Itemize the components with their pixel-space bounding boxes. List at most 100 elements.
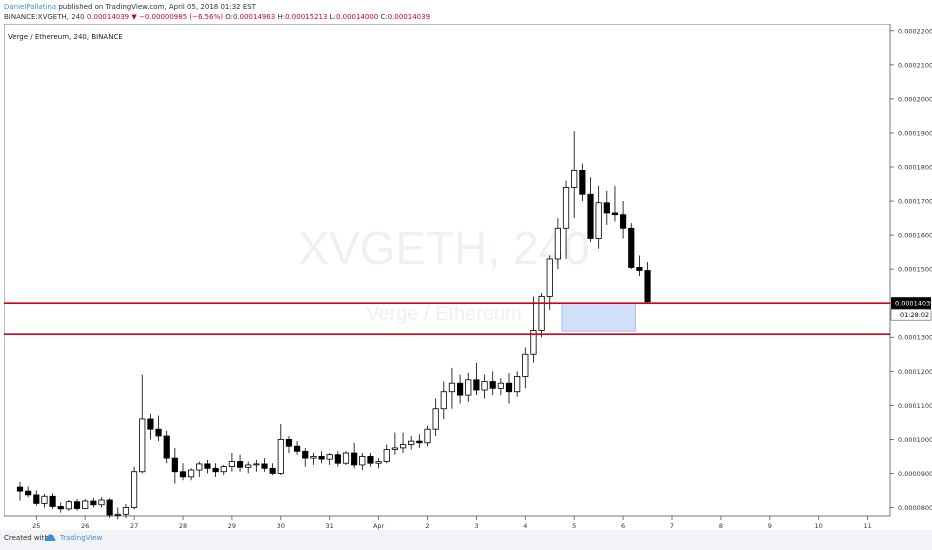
candle — [171, 457, 178, 473]
candle — [236, 461, 244, 468]
candle — [147, 418, 154, 430]
close-label: C: — [380, 13, 388, 21]
x-tick-label: 5 — [572, 522, 576, 530]
x-tick-label: 11 — [863, 522, 871, 530]
candle — [530, 330, 537, 355]
last-price-badge — [891, 297, 931, 310]
candle — [41, 495, 48, 504]
candle — [628, 227, 635, 268]
published-text: published on TradingView.com, April 05, … — [58, 3, 256, 11]
candle — [57, 506, 64, 510]
candle — [163, 435, 170, 459]
candle — [562, 187, 570, 229]
candle — [424, 428, 431, 444]
candle — [25, 490, 32, 496]
candle — [204, 463, 211, 469]
candle — [522, 353, 529, 377]
open-value: 0.00014963 — [232, 13, 276, 21]
candle — [603, 202, 610, 214]
candle — [188, 469, 195, 478]
x-tick-label: 29 — [228, 522, 236, 530]
open-label: O: — [225, 13, 233, 21]
price-change: −0.00000985 (−6.56%) — [139, 13, 223, 21]
publisher-link[interactable]: DanielPallatina — [4, 3, 57, 11]
candle — [98, 499, 105, 506]
candle — [636, 267, 643, 271]
candle — [293, 445, 301, 452]
tradingview-logo-icon — [45, 534, 56, 541]
x-tick-label: 28 — [179, 522, 187, 530]
x-tick-label: 10 — [815, 522, 823, 530]
support-zone[interactable] — [561, 302, 636, 332]
chart-header: DanielPallatina published on TradingView… — [0, 0, 932, 24]
x-tick-label: 27 — [130, 522, 138, 530]
candle — [310, 456, 317, 459]
candle — [302, 450, 309, 459]
candle — [106, 499, 113, 516]
candle — [318, 456, 325, 460]
x-tick-label: 7 — [670, 522, 674, 530]
candle — [326, 454, 333, 460]
close-value: 0.00014039 — [387, 13, 431, 21]
symbol-label: BINANCE:XVGETH, 240 — [4, 13, 85, 21]
candle — [269, 467, 276, 474]
candle — [416, 440, 423, 444]
candle — [179, 471, 187, 478]
candle — [131, 471, 138, 508]
candle — [595, 202, 602, 239]
x-tick-label: 3 — [474, 522, 478, 530]
countdown-label: 01:28:02 — [900, 311, 929, 319]
candle — [505, 382, 513, 393]
candle — [481, 381, 488, 391]
candle — [114, 513, 121, 516]
candle — [489, 381, 496, 389]
x-tick-label: Apr — [373, 522, 385, 530]
chart-title: Verge / Ethereum, 240, BINANCE — [8, 33, 123, 41]
candle — [497, 382, 504, 389]
price-chart[interactable]: XVGETH, 240 Verge / Ethereum Verge / Ether… — [4, 24, 932, 542]
candle — [432, 408, 439, 430]
candle — [571, 170, 578, 188]
y-tick-label: 0.00022000 — [898, 27, 932, 35]
candle — [440, 391, 447, 410]
x-tick-label: 6 — [621, 522, 625, 530]
candle — [73, 501, 81, 509]
tradingview-link[interactable]: TradingView — [60, 534, 103, 542]
candle — [391, 447, 399, 451]
candle — [253, 463, 260, 466]
candle — [122, 507, 130, 515]
watermark-name: Verge / Ethereum — [366, 303, 522, 325]
candle — [465, 379, 472, 396]
low-label: L: — [329, 13, 336, 21]
candle — [514, 376, 521, 393]
low-value: 0.00014000 — [335, 13, 379, 21]
candle — [587, 193, 594, 239]
change-down-icon: ▼ — [131, 13, 137, 21]
candle — [82, 500, 89, 509]
candle — [342, 452, 350, 464]
x-tick-label: 4 — [523, 522, 527, 530]
x-tick-label: 2 — [425, 522, 429, 530]
footer-bar — [0, 530, 932, 550]
ohlc-info: BINANCE:XVGETH, 240 0.00014039 ▼ −0.0000… — [4, 13, 430, 22]
candle — [554, 227, 562, 260]
countdown-badge — [890, 308, 932, 321]
candle — [473, 379, 480, 391]
x-tick-label: 30 — [277, 522, 285, 530]
x-tick-label: 31 — [326, 522, 334, 530]
plot-area — [4, 24, 891, 517]
candle — [538, 295, 545, 331]
candle — [351, 452, 358, 466]
candle — [212, 467, 219, 473]
candle — [285, 438, 293, 447]
x-tick-label: 26 — [81, 522, 89, 530]
